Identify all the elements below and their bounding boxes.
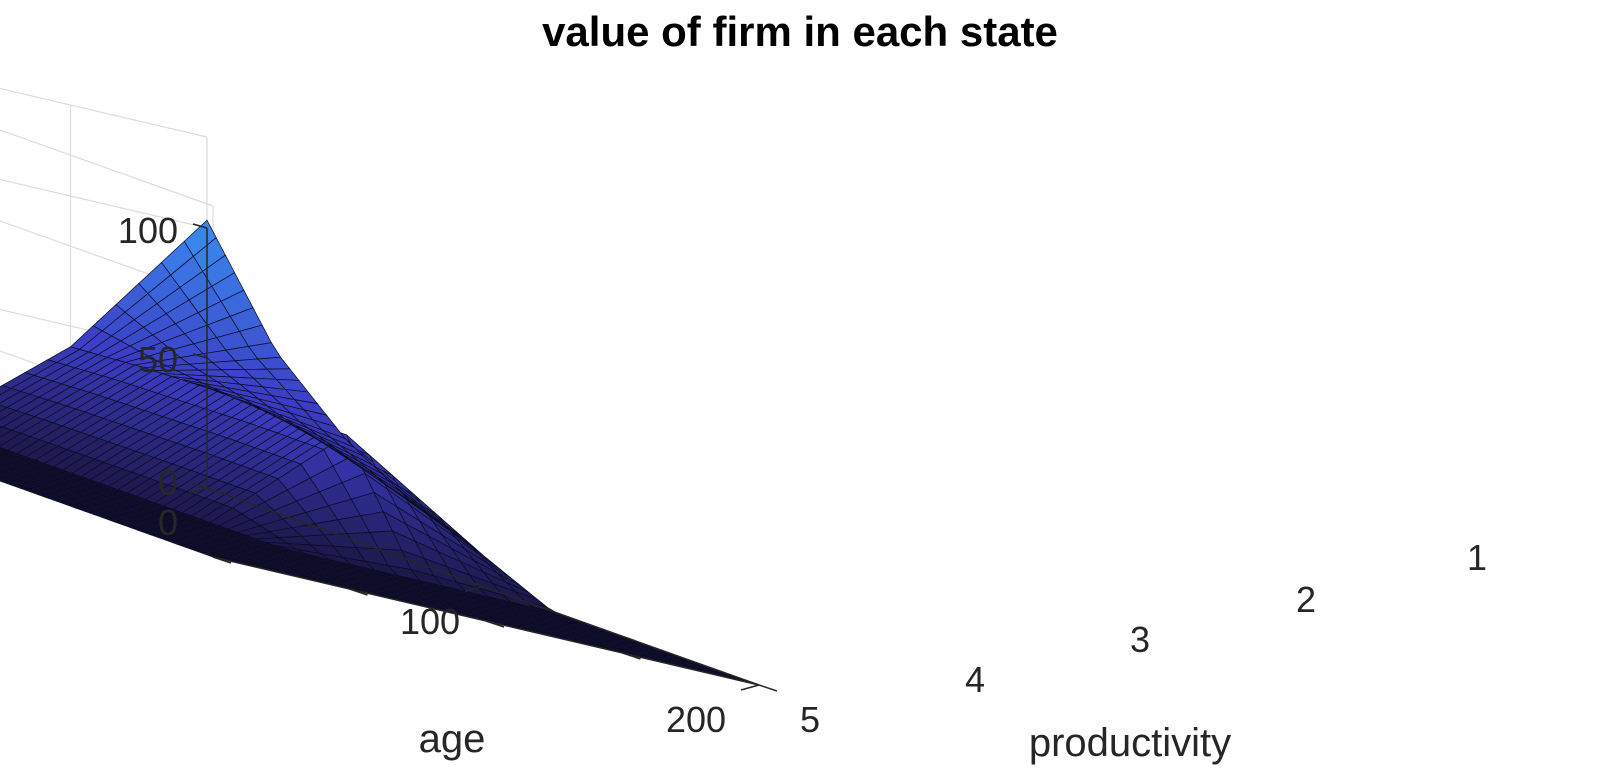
- y-tick-label: 1: [1467, 537, 1487, 578]
- z-tick-label: 100: [118, 210, 178, 251]
- grid-line: [0, 220, 214, 298]
- x-tick-label: 100: [400, 601, 460, 642]
- x-tick-mark: [740, 684, 760, 691]
- y-tick-mark: [622, 652, 641, 660]
- y-tick-mark: [758, 684, 778, 692]
- y-tick-label: 3: [1130, 619, 1150, 660]
- y-tick-label: 5: [800, 699, 820, 740]
- y-tick-mark: [485, 620, 505, 628]
- y-tick-label: 4: [965, 659, 985, 700]
- z-tick-mark: [192, 223, 208, 229]
- grid-line: [0, 129, 214, 207]
- z-tick-mark: [192, 353, 208, 359]
- x-axis-label: age: [419, 717, 486, 761]
- z-tick-label: 50: [138, 339, 178, 380]
- x-tick-label: 0: [158, 502, 178, 543]
- x-tick-label: 200: [666, 699, 726, 740]
- y-axis-label: productivity: [1029, 721, 1231, 765]
- grid-line: [0, 178, 208, 229]
- y-tick-mark: [212, 556, 232, 564]
- axes-layer: [188, 223, 778, 692]
- y-tick-label: 2: [1296, 579, 1316, 620]
- grid-line: [0, 87, 208, 138]
- surface-layer: [0, 219, 760, 686]
- x-tick-mark: [464, 585, 484, 593]
- x-tick-mark: [188, 487, 208, 494]
- chart-title: value of firm in each state: [542, 8, 1058, 55]
- z-tick-label: 0: [158, 462, 178, 503]
- z-tick-mark: [192, 483, 208, 489]
- y-tick-mark: [349, 588, 368, 596]
